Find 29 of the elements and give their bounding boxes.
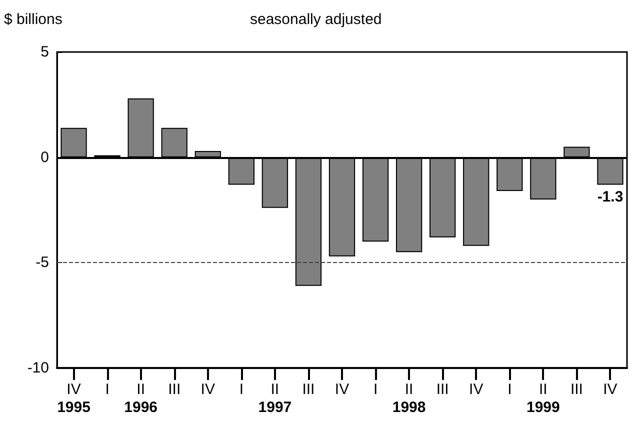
text: 1995 [57, 399, 90, 416]
x-tick-label: III [168, 381, 181, 398]
chart-subtitle: seasonally adjusted [250, 11, 382, 28]
x-tick-label: IV [603, 381, 618, 398]
x-tick-label: IV [334, 381, 350, 398]
x-tick-label: II [136, 381, 145, 398]
x-tick-label: I [239, 381, 244, 398]
x-tick-label: II [270, 381, 280, 398]
data-label: -1.3 [597, 188, 624, 206]
x-tick-label: II [404, 381, 414, 398]
y-tick-label: 5 [40, 44, 49, 60]
x-tick-label: IV [66, 381, 81, 398]
y-axis-title: $ billions [4, 11, 62, 28]
text: 1996 [124, 399, 158, 416]
x-tick-label: I [508, 381, 512, 398]
x-tick-label: I [373, 381, 378, 398]
x-tick-label: II [539, 381, 548, 398]
x-tick-label: I [105, 381, 110, 398]
y-tick-label: -5 [36, 254, 49, 272]
text: 1999 [526, 399, 560, 416]
y-tick-label: -10 [27, 360, 49, 376]
y-tick-label: 0 [40, 148, 49, 166]
x-tick-label: IV [469, 381, 484, 398]
x-tick-label: IV [200, 381, 215, 398]
x-tick-label: III [436, 381, 449, 398]
text: 1997 [258, 399, 292, 416]
text: 1998 [392, 399, 426, 416]
x-tick-label: III [570, 381, 583, 398]
x-tick-label: III [302, 381, 315, 398]
